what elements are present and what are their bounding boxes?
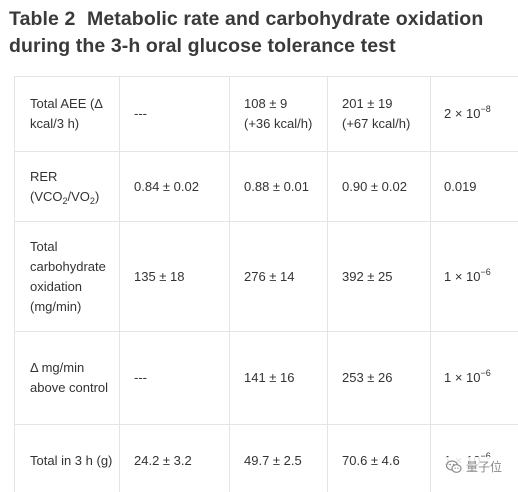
data-cell: 141 ± 16 <box>229 331 328 425</box>
row-label: Δ mg/min above control <box>30 360 109 395</box>
cell-value: 0.90 ± 0.02 <box>342 178 407 194</box>
table-row: RER (VCO2/VO2) 0.84 ± 0.02 0.88 ± 0.01 0.… <box>14 151 518 222</box>
p-value-exponent: −6 <box>480 368 491 378</box>
p-value-base: 1 × 10 <box>444 370 481 385</box>
cell-value: 276 ± 14 <box>244 268 295 284</box>
cell-value: 49.7 ± 2.5 <box>244 453 302 468</box>
data-cell: 392 ± 25 <box>327 221 431 332</box>
cell-value: 201 ± 19 <box>342 96 393 111</box>
row-header-cell: Total AEE (Δ kcal/3 h) <box>14 77 120 152</box>
p-value: 0.019 <box>444 178 477 194</box>
p-value-base: 1 × 10 <box>444 268 481 284</box>
p-value-exponent: −6 <box>480 451 491 461</box>
row-label: Total carbohydrate oxidation (mg/min) <box>30 238 106 314</box>
p-value-exponent: −6 <box>480 266 491 277</box>
table-row: Total carbohydrate oxidation (mg/min) 13… <box>14 221 518 332</box>
data-cell: 0.84 ± 0.02 <box>119 151 230 222</box>
cell-value: 70.6 ± 4.6 <box>342 453 400 468</box>
cell-value: 135 ± 18 <box>134 268 185 284</box>
cell-value: 253 ± 26 <box>342 370 393 385</box>
row-header-cell: Total in 3 h (g) <box>14 424 120 492</box>
table-caption: Metabolic rate and carbohydrate oxidatio… <box>9 8 484 57</box>
data-cell: --- <box>119 331 230 425</box>
data-cell: 201 ± 19 (+67 kcal/h) <box>327 77 431 152</box>
cell-value: 24.2 ± 3.2 <box>134 453 192 468</box>
data-cell: 135 ± 18 <box>119 221 230 332</box>
cell-value: 0.84 ± 0.02 <box>134 178 199 194</box>
row-label: Total AEE (Δ kcal/3 h) <box>30 96 103 131</box>
cell-note: (+36 kcal/h) <box>244 116 313 131</box>
data-cell: 253 ± 26 <box>327 331 431 425</box>
row-header-cell: RER (VCO2/VO2) <box>14 151 120 222</box>
cell-value: --- <box>134 106 147 121</box>
table-container[interactable]: Total AEE (Δ kcal/3 h) --- 108 ± 9 (+36 k… <box>14 76 518 492</box>
table-row: Δ mg/min above control --- 141 ± 16 253 … <box>14 331 518 425</box>
data-cell: 24.2 ± 3.2 <box>119 424 230 492</box>
cell-value: --- <box>134 370 147 385</box>
cell-note: (+67 kcal/h) <box>342 116 411 131</box>
data-cell: 49.7 ± 2.5 <box>229 424 328 492</box>
cell-value: 0.88 ± 0.01 <box>244 178 309 194</box>
cell-value: 141 ± 16 <box>244 370 295 385</box>
data-cell: 0.88 ± 0.01 <box>229 151 328 222</box>
data-cell: 276 ± 14 <box>229 221 328 332</box>
row-header-cell: Total carbohydrate oxidation (mg/min) <box>14 221 120 332</box>
data-cell: 70.6 ± 4.6 <box>327 424 431 492</box>
data-cell: 0.90 ± 0.02 <box>327 151 431 222</box>
row-label: Total in 3 h (g) <box>30 453 113 468</box>
table-label: Table 2 <box>9 8 76 30</box>
data-cell: --- <box>119 77 230 152</box>
p-value-base: 2 × 10 <box>444 106 481 121</box>
p-value-cell: 2 × 10−8 <box>430 77 518 152</box>
results-table: Total AEE (Δ kcal/3 h) --- 108 ± 9 (+36 k… <box>14 77 518 492</box>
data-cell: 108 ± 9 (+36 kcal/h) <box>229 77 328 152</box>
p-value-cell: 0.019 <box>430 151 518 222</box>
row-label: RER <box>30 168 58 184</box>
watermark-text: 量子位 <box>466 460 503 474</box>
p-value-cell: 1 × 10−6 <box>430 221 518 332</box>
p-value-exponent: −8 <box>480 104 491 114</box>
row-header-cell: Δ mg/min above control <box>14 331 120 425</box>
row-formula: (VCO2/VO2) <box>30 188 100 206</box>
cell-value: 392 ± 25 <box>342 268 393 284</box>
wechat-icon <box>446 459 462 473</box>
watermark: 量子位 <box>443 457 506 476</box>
p-value-cell: 1 × 10−6 <box>430 331 518 425</box>
table-row: Total AEE (Δ kcal/3 h) --- 108 ± 9 (+36 k… <box>14 77 518 152</box>
table-title: Table 2 Metabolic rate and carbohydrate … <box>9 6 514 60</box>
cell-value: 108 ± 9 <box>244 96 288 111</box>
